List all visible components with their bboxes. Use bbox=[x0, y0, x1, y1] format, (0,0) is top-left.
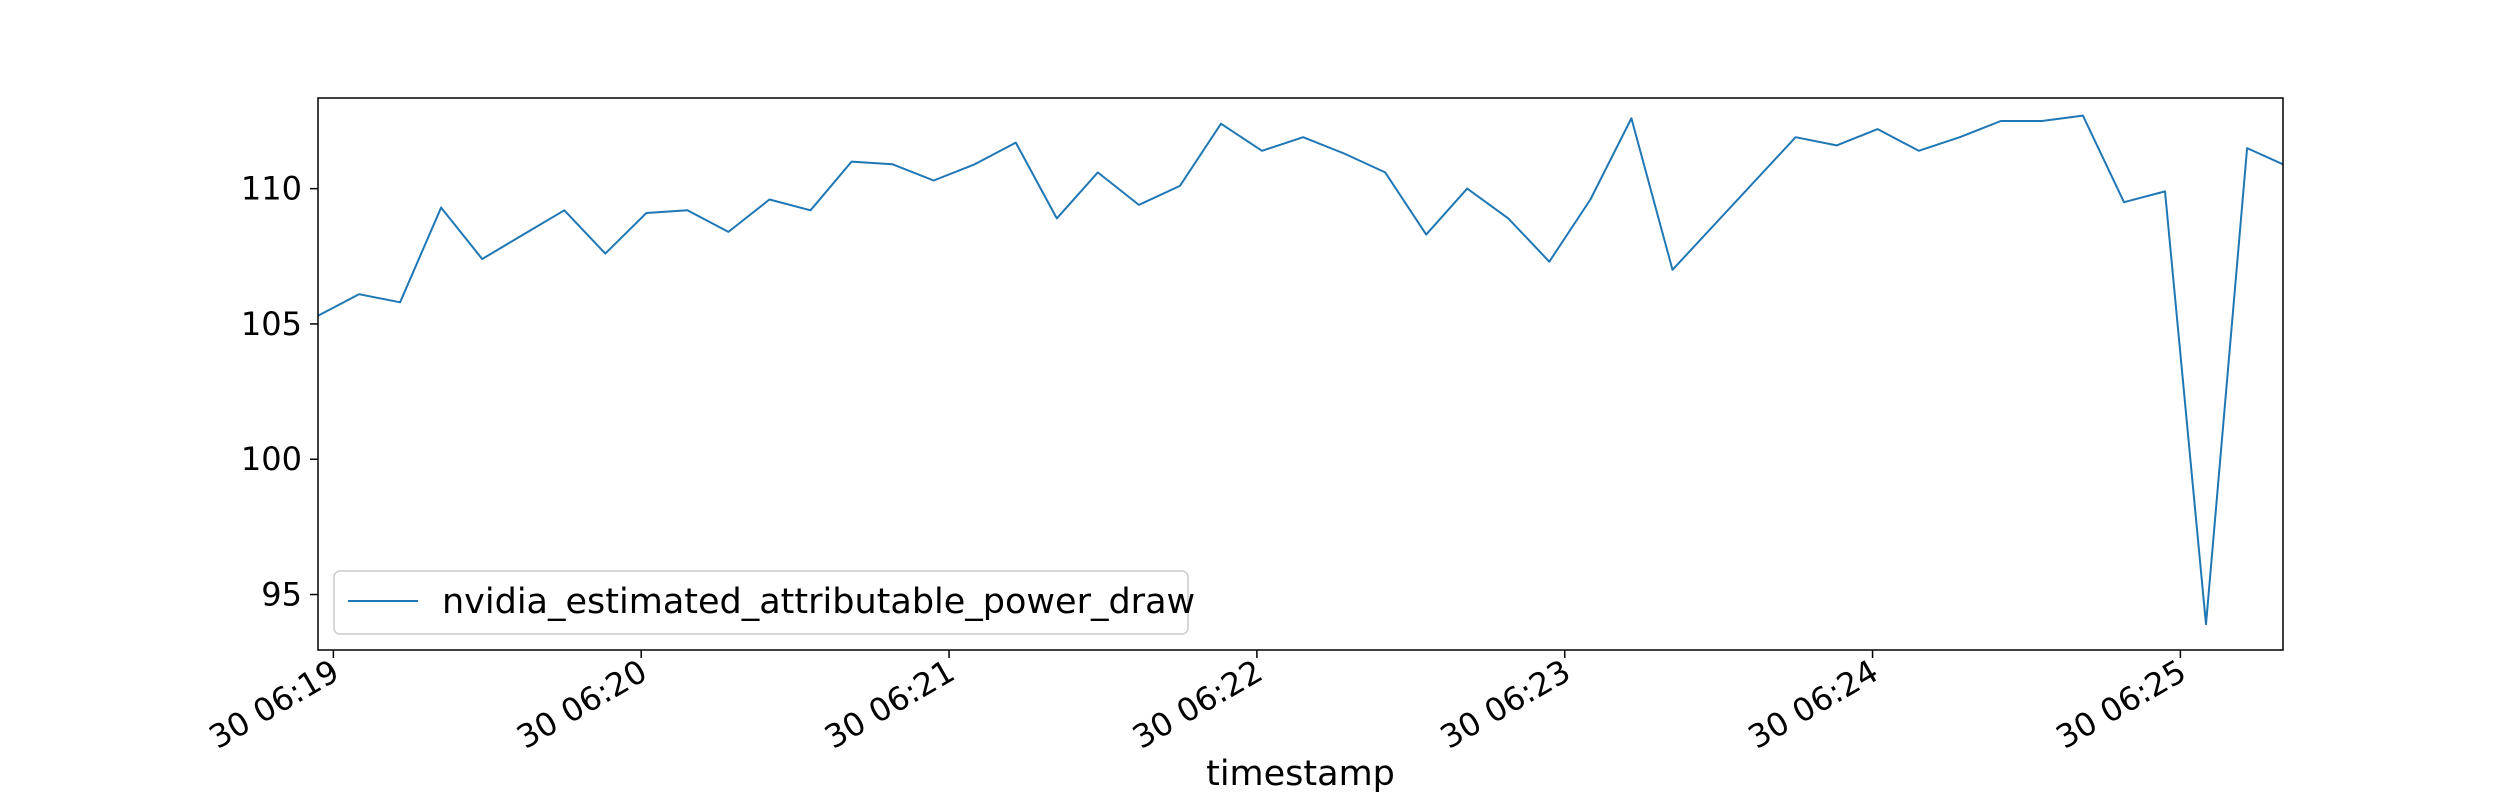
series-line-0 bbox=[317, 114, 2284, 626]
x-tick-label: 30 06:22 bbox=[1126, 652, 1269, 756]
y-tick-label: 95 bbox=[261, 576, 302, 614]
legend-box bbox=[333, 570, 1189, 635]
x-tick-label: 30 06:21 bbox=[818, 652, 961, 756]
x-tick-label: 30 06:23 bbox=[1434, 652, 1577, 756]
x-tick-label: 30 06:20 bbox=[510, 652, 653, 756]
y-tick-label: 105 bbox=[241, 305, 302, 343]
x-tick-label: 30 06:24 bbox=[1742, 652, 1885, 756]
legend: nvidia_estimated_attributable_power_draw bbox=[333, 570, 1195, 635]
x-tick-label: 30 06:25 bbox=[2049, 652, 2192, 756]
legend-entry-label: nvidia_estimated_attributable_power_draw bbox=[442, 582, 1195, 622]
x-tick-label: 30 06:19 bbox=[202, 652, 345, 756]
y-tick-label: 100 bbox=[241, 440, 302, 478]
y-tick-label: 110 bbox=[241, 170, 302, 208]
series-layer bbox=[317, 114, 2284, 626]
plot-frame bbox=[317, 97, 2284, 651]
x-axis-title: timestamp bbox=[1206, 754, 1395, 794]
y-axis-ticks: 95 100 105 110 bbox=[241, 170, 318, 614]
x-axis-ticks: 30 06:19 30 06:20 30 06:21 30 06:22 30 06:23… bbox=[202, 650, 2192, 756]
